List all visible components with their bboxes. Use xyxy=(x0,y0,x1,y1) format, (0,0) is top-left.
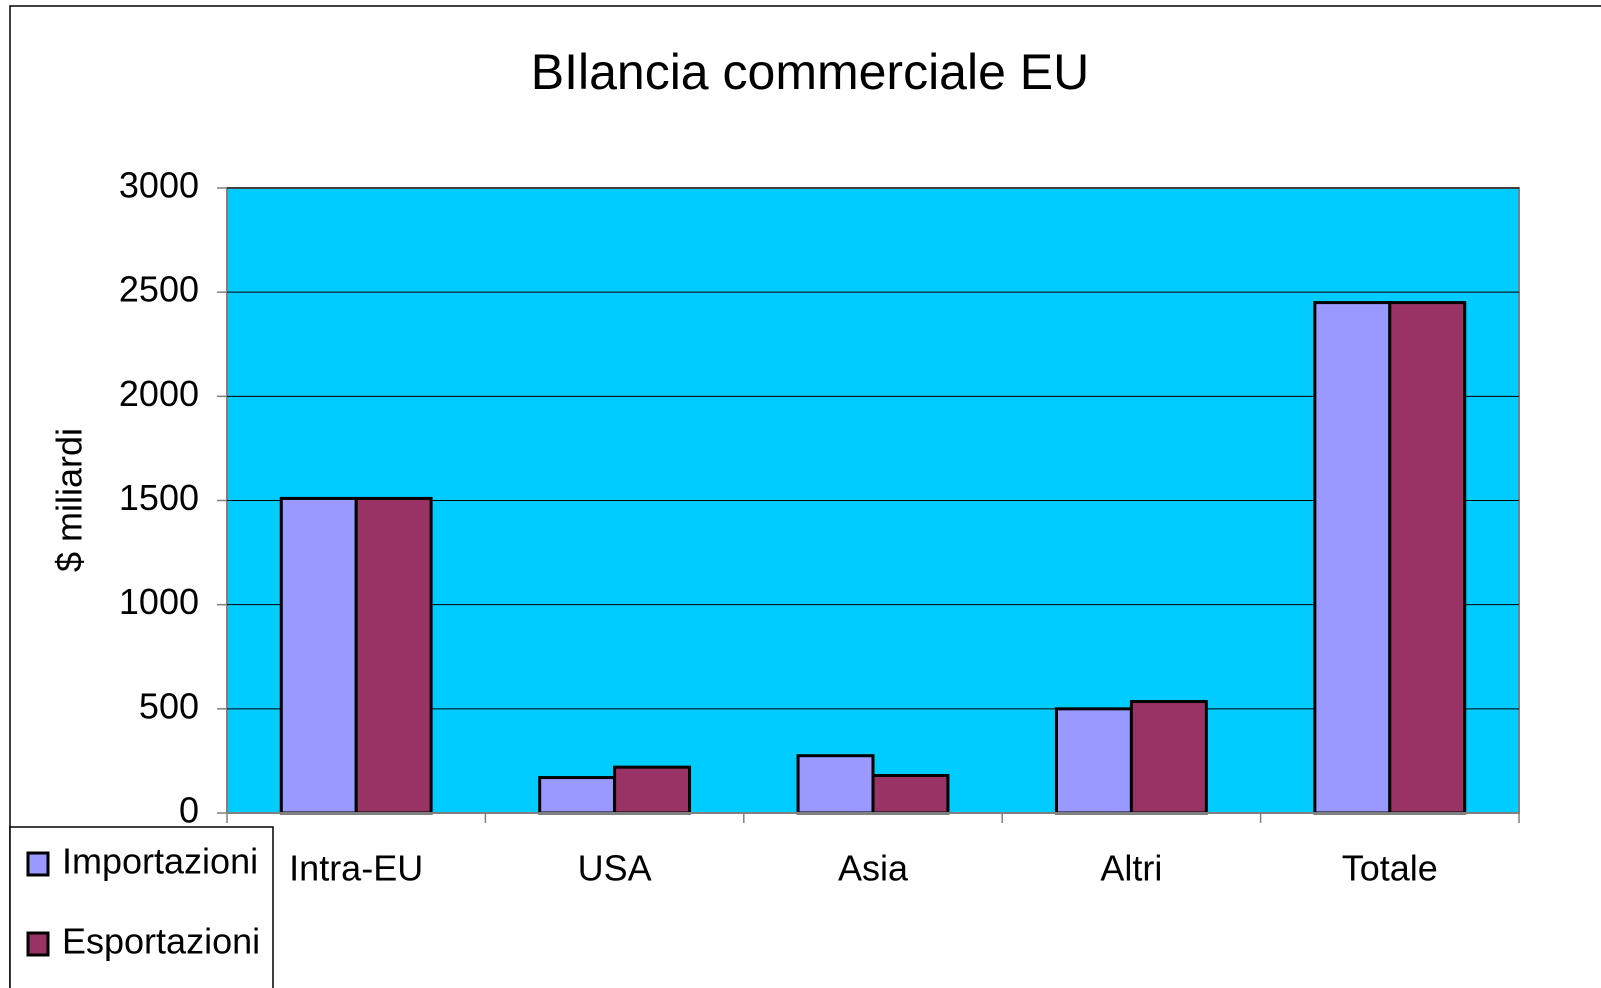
bar xyxy=(796,754,875,815)
y-tick-label: 1000 xyxy=(119,581,199,622)
legend-label: Esportazioni xyxy=(62,921,260,962)
chart-title: BIlancia commerciale EU xyxy=(531,44,1090,100)
legend-box xyxy=(9,826,274,988)
bar xyxy=(871,774,950,815)
bar xyxy=(1388,301,1467,815)
legend-swatch xyxy=(26,851,50,877)
y-tick-label: 0 xyxy=(179,790,199,831)
x-tick-label: Altri xyxy=(1100,848,1162,889)
y-axis-label: $ miliardi xyxy=(49,428,90,572)
x-tick-label: Asia xyxy=(838,848,909,889)
y-tick-label: 1500 xyxy=(119,477,199,518)
y-tick-label: 500 xyxy=(139,685,199,726)
bar xyxy=(1054,707,1133,815)
bar xyxy=(354,496,433,815)
legend-swatch xyxy=(26,931,50,957)
y-tick-label: 2500 xyxy=(119,269,199,310)
x-tick-label: USA xyxy=(578,848,652,889)
legend-label: Importazioni xyxy=(62,841,258,882)
bar xyxy=(1313,301,1392,815)
bar xyxy=(538,776,617,815)
bar xyxy=(1129,700,1208,815)
bar xyxy=(613,765,692,815)
x-tick-label: Totale xyxy=(1342,848,1438,889)
y-tick-label: 3000 xyxy=(119,165,199,206)
y-tick-label: 2000 xyxy=(119,373,199,414)
bar xyxy=(279,496,358,815)
x-tick-label: Intra-EU xyxy=(289,848,423,889)
